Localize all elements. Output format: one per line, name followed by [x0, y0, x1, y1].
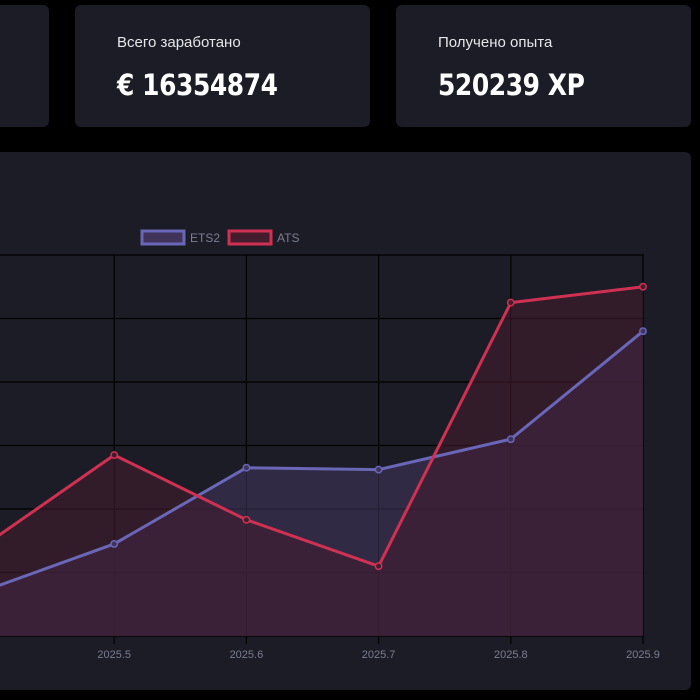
legend-item-ets2[interactable]: ETS2 — [140, 229, 220, 246]
chart-legend[interactable]: ETS2 ATS — [140, 229, 299, 246]
legend-item-ats[interactable]: ATS — [227, 229, 299, 246]
data-point-ats[interactable] — [110, 451, 119, 459]
chart-points — [110, 282, 647, 571]
legend-swatch-ets2 — [140, 229, 186, 246]
x-tick-label: 2025.7 — [362, 649, 396, 661]
x-tick-label: 2025.8 — [494, 649, 528, 661]
xp-value: 520239 XP — [438, 68, 585, 102]
data-point-ets2[interactable] — [242, 463, 251, 472]
legend-swatch-ats — [227, 229, 273, 246]
chart-areas — [0, 286, 643, 636]
series-area-ats — [0, 286, 643, 636]
earned-value: € 16354874 — [117, 68, 278, 102]
data-point-ets2[interactable] — [506, 435, 515, 444]
data-point-ats[interactable] — [639, 282, 647, 291]
data-point-ets2[interactable] — [110, 539, 119, 548]
data-point-ats[interactable] — [506, 298, 515, 307]
legend-label-ets2: ETS2 — [190, 231, 220, 245]
data-point-ets2[interactable] — [374, 465, 383, 474]
x-tick-label: 2025.5 — [97, 649, 131, 661]
chart-x-ticks: 2025.5 2025.6 2025.7 2025.8 2025.9 — [97, 649, 659, 661]
x-tick-label: 2025.6 — [230, 649, 264, 661]
series-line-ats — [0, 285, 644, 568]
earned-label: Всего заработано — [117, 34, 241, 51]
data-point-ets2[interactable] — [639, 327, 647, 336]
stat-card-earned: Всего заработано € 16354874 — [75, 5, 370, 127]
chart-lines — [0, 285, 644, 587]
xp-label: Получено опыта — [438, 34, 553, 51]
legend-label-ats: ATS — [277, 231, 299, 245]
x-tick-label: 2025.9 — [626, 649, 660, 661]
data-point-ats[interactable] — [242, 515, 251, 524]
stat-card-partial — [0, 5, 49, 127]
data-point-ats[interactable] — [374, 562, 383, 571]
stat-card-xp: Получено опыта 520239 XP — [396, 5, 691, 127]
series-line-ets2 — [0, 330, 644, 587]
